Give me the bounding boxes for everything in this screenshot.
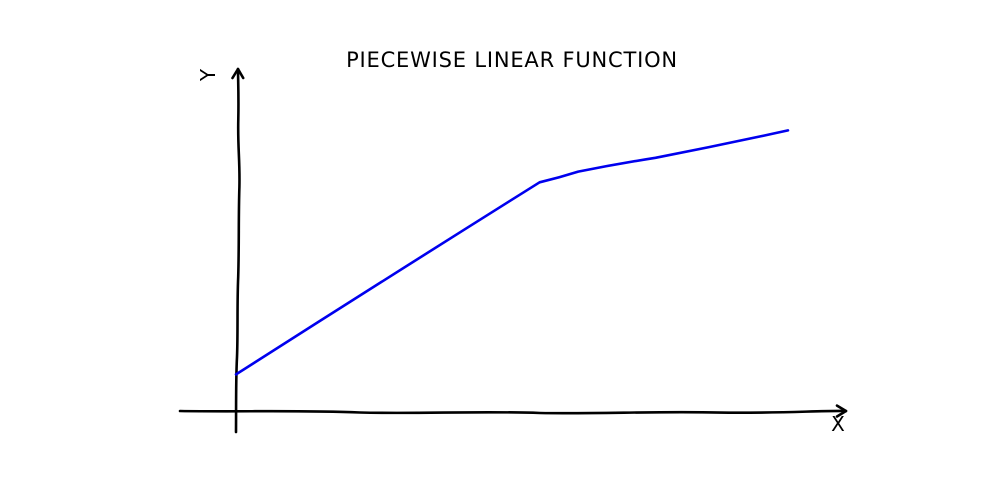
y-axis-label: y — [196, 68, 220, 82]
x-axis — [178, 409, 848, 415]
series-line-1 — [234, 129, 790, 376]
x-axis-label: x — [831, 412, 845, 436]
y-axis-arrow — [231, 67, 245, 80]
y-axis — [234, 67, 241, 434]
chart-title: Piecewise linear function — [346, 48, 678, 72]
x-axis-arrow — [835, 404, 848, 418]
series-layer — [234, 129, 790, 376]
